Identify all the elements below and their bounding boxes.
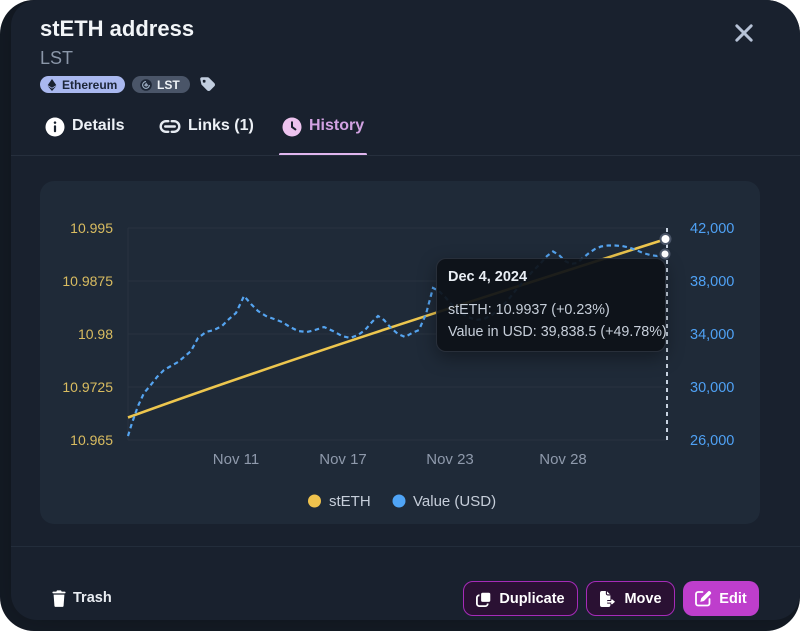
svg-text:Nov 17: Nov 17 <box>319 451 367 468</box>
svg-text:42,000: 42,000 <box>690 221 734 237</box>
svg-text:10.965: 10.965 <box>70 432 113 448</box>
svg-text:34,000: 34,000 <box>690 327 734 343</box>
svg-text:10.9725: 10.9725 <box>62 379 113 395</box>
svg-text:30,000: 30,000 <box>690 380 734 396</box>
svg-text:26,000: 26,000 <box>690 433 734 449</box>
svg-text:10.98: 10.98 <box>78 326 113 342</box>
svg-text:Nov 11: Nov 11 <box>213 451 259 468</box>
svg-text:stETH: stETH <box>329 493 371 510</box>
svg-text:38,000: 38,000 <box>690 274 734 290</box>
svg-text:Nov 28: Nov 28 <box>539 451 587 468</box>
svg-text:10.995: 10.995 <box>70 220 113 236</box>
svg-text:10.9875: 10.9875 <box>62 273 113 289</box>
svg-text:Value (USD): Value (USD) <box>413 493 496 510</box>
svg-text:Nov 23: Nov 23 <box>426 451 474 468</box>
